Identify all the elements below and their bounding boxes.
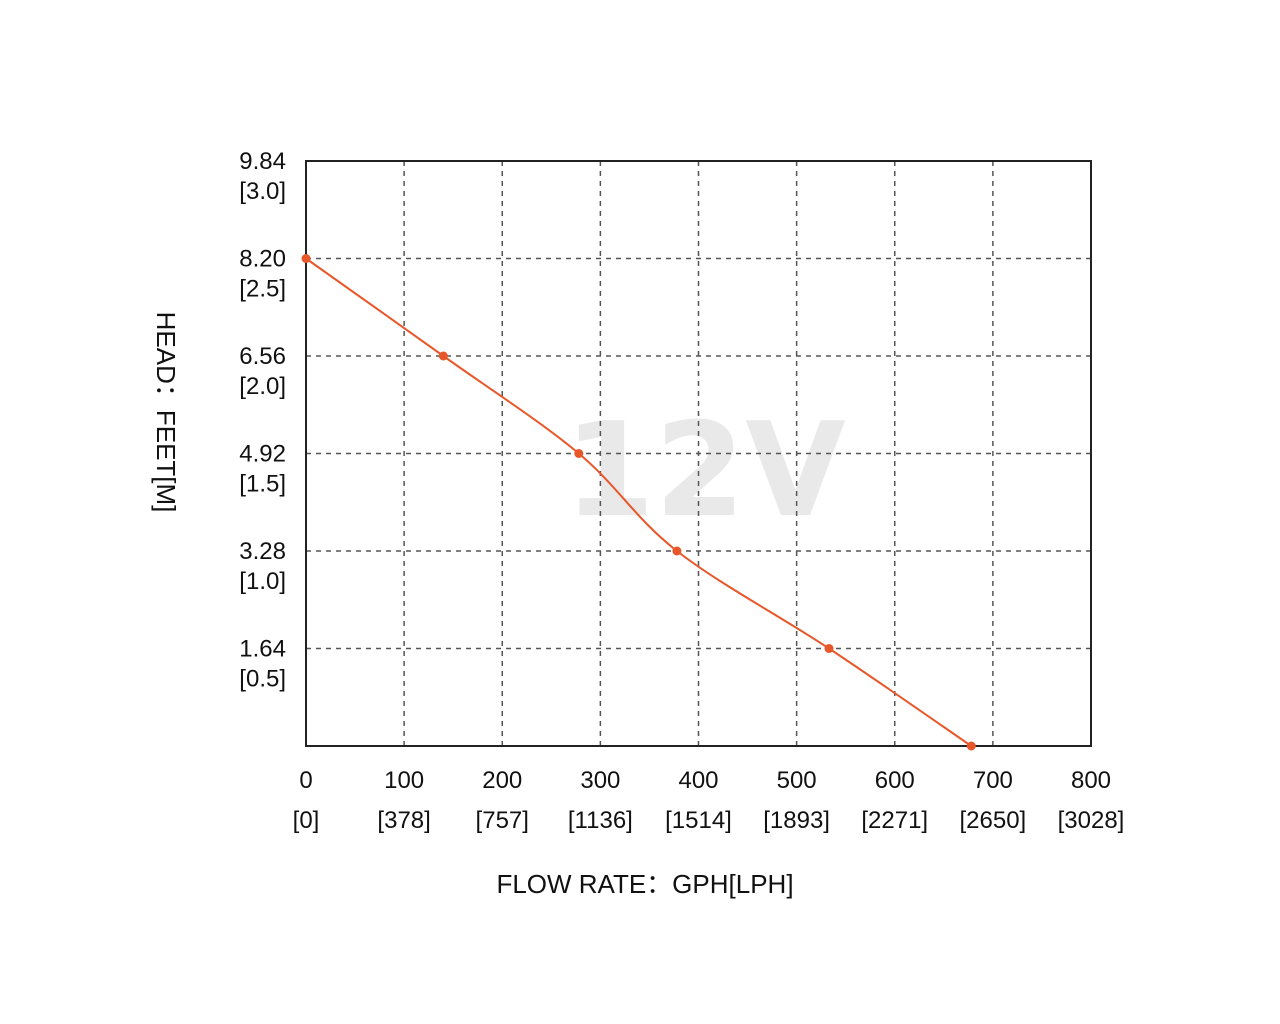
data-point — [824, 644, 834, 653]
grid-lines — [306, 161, 1091, 746]
x-tick-sublabel: [378] — [377, 807, 430, 834]
y-tick-sublabel: [1.5] — [239, 471, 286, 498]
y-tick-sublabel: [1.0] — [239, 568, 286, 595]
x-tick-sublabel: [1514] — [665, 807, 732, 834]
y-tick-label: 8.20 — [239, 246, 286, 273]
data-point — [438, 351, 448, 361]
x-tick-sublabel: [1893] — [763, 807, 830, 834]
x-tick-sublabel: [2271] — [861, 807, 928, 834]
y-axis-title: HEAD：FEET[M] — [151, 312, 181, 513]
x-tick-label: 500 — [777, 767, 817, 794]
x-tick-sublabel: [0] — [293, 807, 320, 834]
x-tick-label: 400 — [678, 767, 718, 794]
y-tick-sublabel: [3.0] — [239, 178, 286, 205]
y-tick-sublabel: [2.0] — [239, 373, 286, 400]
x-tick-sublabel: [3028] — [1058, 807, 1125, 834]
y-tick-sublabel: [2.5] — [239, 276, 286, 303]
y-tick-label: 4.92 — [239, 441, 286, 468]
x-tick-label: 200 — [482, 767, 522, 794]
x-tick-label: 0 — [299, 767, 312, 794]
data-point — [301, 254, 311, 263]
x-tick-label: 800 — [1071, 767, 1111, 794]
y-axis-ticks: 1.64 [0.5] 3.28 [1.0] 4.92 [1.5] 6.56 [2.0] 8.20… — [239, 148, 286, 693]
series-line — [305, 257, 972, 747]
x-tick-label: 300 — [580, 767, 620, 794]
x-tick-sublabel: [1136] — [568, 807, 633, 834]
data-point — [966, 741, 976, 751]
data-point — [672, 546, 682, 556]
data-point — [574, 449, 584, 458]
series-group — [301, 254, 976, 751]
x-tick-sublabel: [2650] — [960, 807, 1027, 834]
y-tick-label: 9.84 — [239, 148, 286, 175]
x-axis-ticks: 0 [0] 100 [378] 200 [757] 300 [1136] 400 [1514] 50… — [293, 767, 1125, 834]
y-tick-label: 3.28 — [239, 538, 286, 565]
x-tick-label: 700 — [973, 767, 1013, 794]
x-tick-label: 600 — [875, 767, 915, 794]
x-axis-title: FLOW RATE：GPH[LPH] — [496, 869, 793, 899]
plot-area-frame — [305, 160, 1092, 747]
y-tick-label: 6.56 — [239, 343, 286, 370]
x-tick-sublabel: [757] — [476, 807, 529, 834]
x-tick-label: 100 — [384, 767, 424, 794]
watermark-label: 12V — [564, 394, 846, 546]
y-tick-sublabel: [0.5] — [239, 666, 286, 693]
y-tick-label: 1.64 — [239, 636, 286, 663]
